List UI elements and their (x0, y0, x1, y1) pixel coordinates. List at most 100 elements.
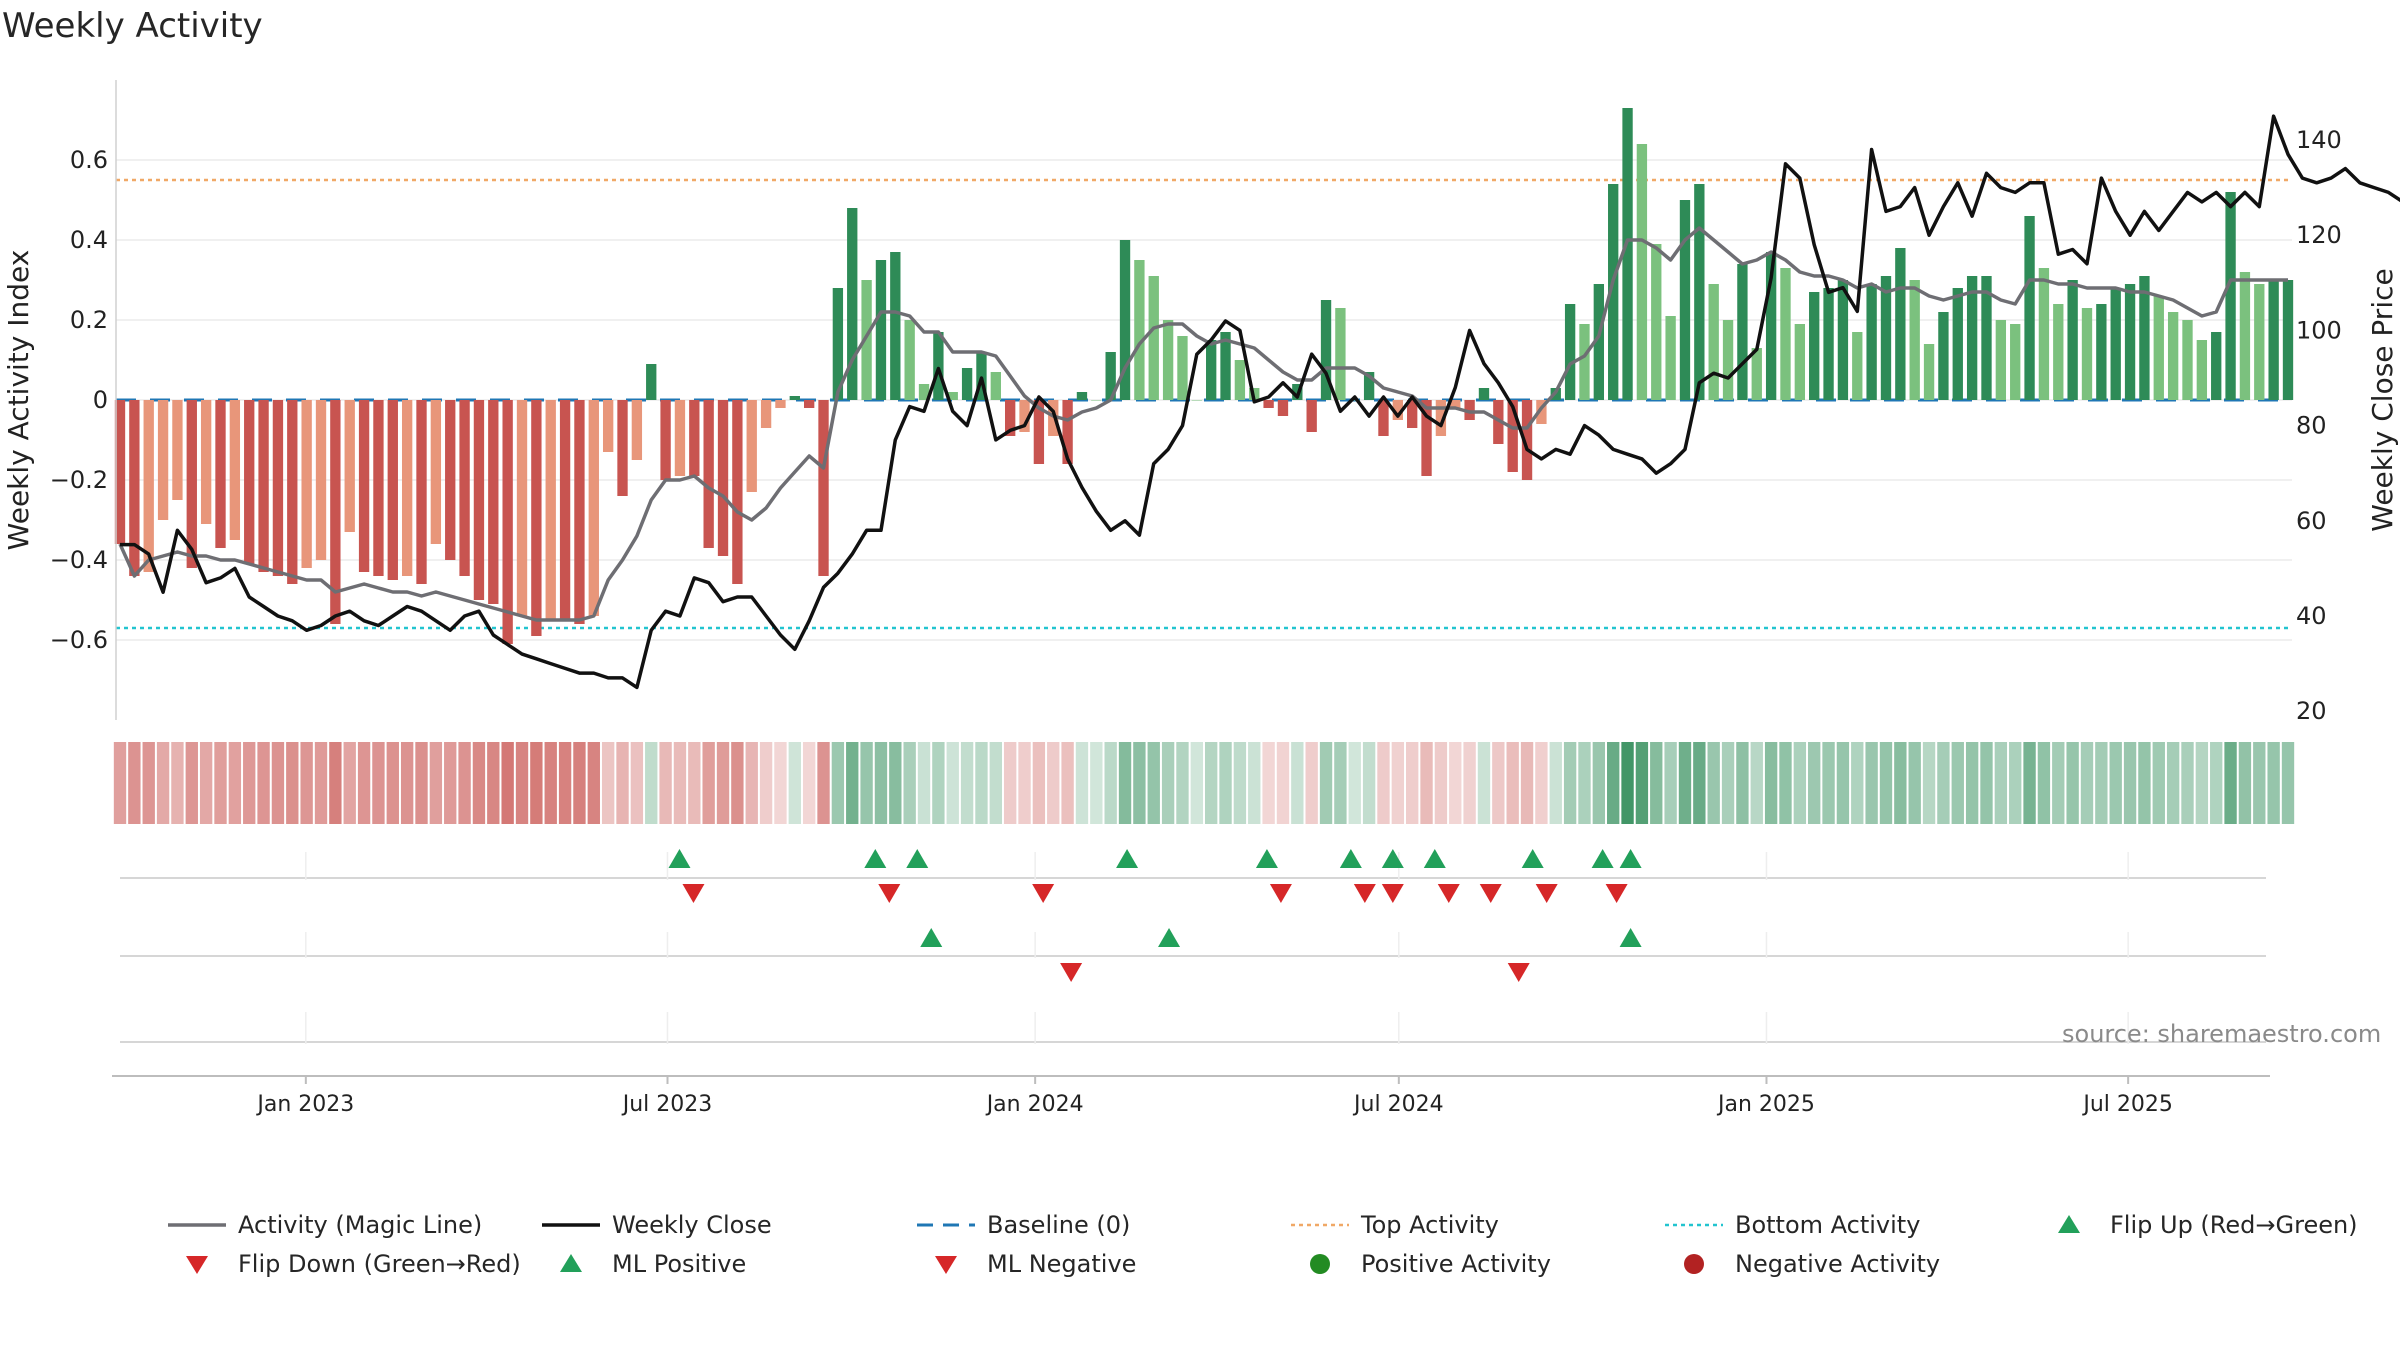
activity-strip-cell (601, 742, 615, 824)
activity-strip-cell (1736, 742, 1749, 824)
activity-bar (2268, 280, 2279, 400)
activity-bar (1895, 248, 1906, 400)
activity-bar (1119, 240, 1131, 400)
activity-strip-cell (1836, 742, 1850, 824)
activity-strip-cell (716, 742, 730, 824)
activity-bar (861, 280, 872, 400)
activity-strip-cell (1520, 742, 1534, 824)
activity-bar (1751, 348, 1762, 400)
activity-strip-cell (1118, 742, 1132, 824)
activity-strip-cell (1463, 742, 1476, 824)
activity-strip-cell (1563, 742, 1577, 824)
activity-bar (660, 400, 671, 480)
activity-strip-cell (544, 742, 557, 824)
activity-strip-cell (1922, 742, 1936, 824)
activity-bar (244, 400, 255, 564)
activity-bar (531, 400, 542, 636)
activity-strip-cell (1406, 742, 1419, 824)
activity-strip-cell (2224, 742, 2237, 824)
activity-bar (2211, 332, 2222, 400)
activity-bar (1880, 276, 1892, 400)
activity-bar (1378, 400, 1389, 436)
activity-bar (2282, 280, 2294, 400)
x-tick-label: Jul 2025 (2081, 1092, 2173, 1117)
activity-strip-cell (1693, 742, 1706, 824)
activity-bar (1866, 284, 1877, 400)
activity-strip-cell (960, 742, 974, 824)
activity-strip-cell (156, 742, 170, 824)
activity-strip-cell (2023, 742, 2036, 824)
activity-bar (2167, 312, 2179, 400)
flip-down-marker (1479, 884, 1502, 903)
activity-strip-cell (1377, 742, 1390, 824)
activity-bar (1981, 276, 1992, 400)
activity-bar (2096, 304, 2107, 400)
source-note: source: sharemaestro.com (2062, 1020, 2382, 1048)
activity-strip-cell (2281, 742, 2295, 824)
activity-bar (1363, 372, 1375, 400)
activity-strip-cell (1291, 742, 1304, 824)
activity-strip-cell (1879, 742, 1893, 824)
activity-bar (473, 400, 485, 600)
flip-down-marker (1381, 884, 1404, 903)
legend-key-red-dot (1684, 1254, 1704, 1274)
activity-strip-cell (2238, 742, 2252, 824)
activity-strip-cell (946, 742, 959, 824)
activity-bar (1809, 292, 1820, 400)
activity-strip-cell (1276, 742, 1290, 824)
ml-negative-marker (1507, 963, 1530, 982)
activity-bar (789, 396, 800, 400)
activity-strip-cell (731, 742, 744, 824)
activity-bar (2139, 276, 2150, 400)
activity-strip-cell (846, 742, 859, 824)
activity-strip-cell (2109, 742, 2122, 824)
activity-strip-cell (357, 742, 371, 824)
activity-strip-cell (1506, 742, 1519, 824)
activity-strip-cell (1994, 742, 2008, 824)
activity-strip-cell (372, 742, 385, 824)
activity-bar (1306, 400, 1317, 432)
activity-strip-cell (1319, 742, 1333, 824)
activity-strip-cell (688, 742, 701, 824)
legend-label: Negative Activity (1735, 1250, 1941, 1278)
legend-label: Flip Up (Red→Green) (2110, 1211, 2358, 1239)
activity-strip-cell (1362, 742, 1376, 824)
activity-bar (1005, 400, 1016, 436)
activity-strip-cell (1965, 742, 1979, 824)
activity-bar (746, 400, 757, 492)
activity-bar (1794, 324, 1806, 400)
activity-strip-cell (142, 742, 155, 824)
activity-strip-cell (1104, 742, 1117, 824)
flip-up-marker (1339, 849, 1362, 868)
activity-strip-cell (1018, 742, 1031, 824)
legend-label: Positive Activity (1361, 1250, 1551, 1278)
activity-strip-cell (673, 742, 687, 824)
activity-strip-cell (1980, 742, 1993, 824)
activity-strip-cell (1908, 742, 1921, 824)
activity-strip-cell (314, 742, 328, 824)
activity-bar (1722, 320, 1734, 400)
activity-bar (1033, 400, 1045, 464)
activity-bar (689, 400, 700, 476)
flip-up-marker (1423, 849, 1446, 868)
activity-bar (2196, 340, 2208, 400)
activity-strip-cell (1248, 742, 1261, 824)
activity-bar (2081, 308, 2093, 400)
activity-strip-cell (1147, 742, 1160, 824)
flip-down-marker (1032, 884, 1055, 903)
activity-bar (401, 400, 413, 576)
activity-strip-cell (329, 742, 342, 824)
activity-strip-cell (300, 742, 313, 824)
flip-down-marker (1605, 884, 1628, 903)
activity-bar (200, 400, 212, 524)
magic-line (118, 226, 2288, 622)
activity-strip-cell (1205, 742, 1218, 824)
activity-bar (1450, 400, 1461, 408)
activity-strip-cell (817, 742, 830, 824)
ml-positive-marker (1619, 928, 1642, 947)
activity-bar (875, 260, 887, 400)
activity-bar (990, 372, 1001, 400)
activity-strip-cell (802, 742, 816, 824)
activity-bar (1923, 344, 1935, 400)
flip-up-marker (1521, 849, 1544, 868)
